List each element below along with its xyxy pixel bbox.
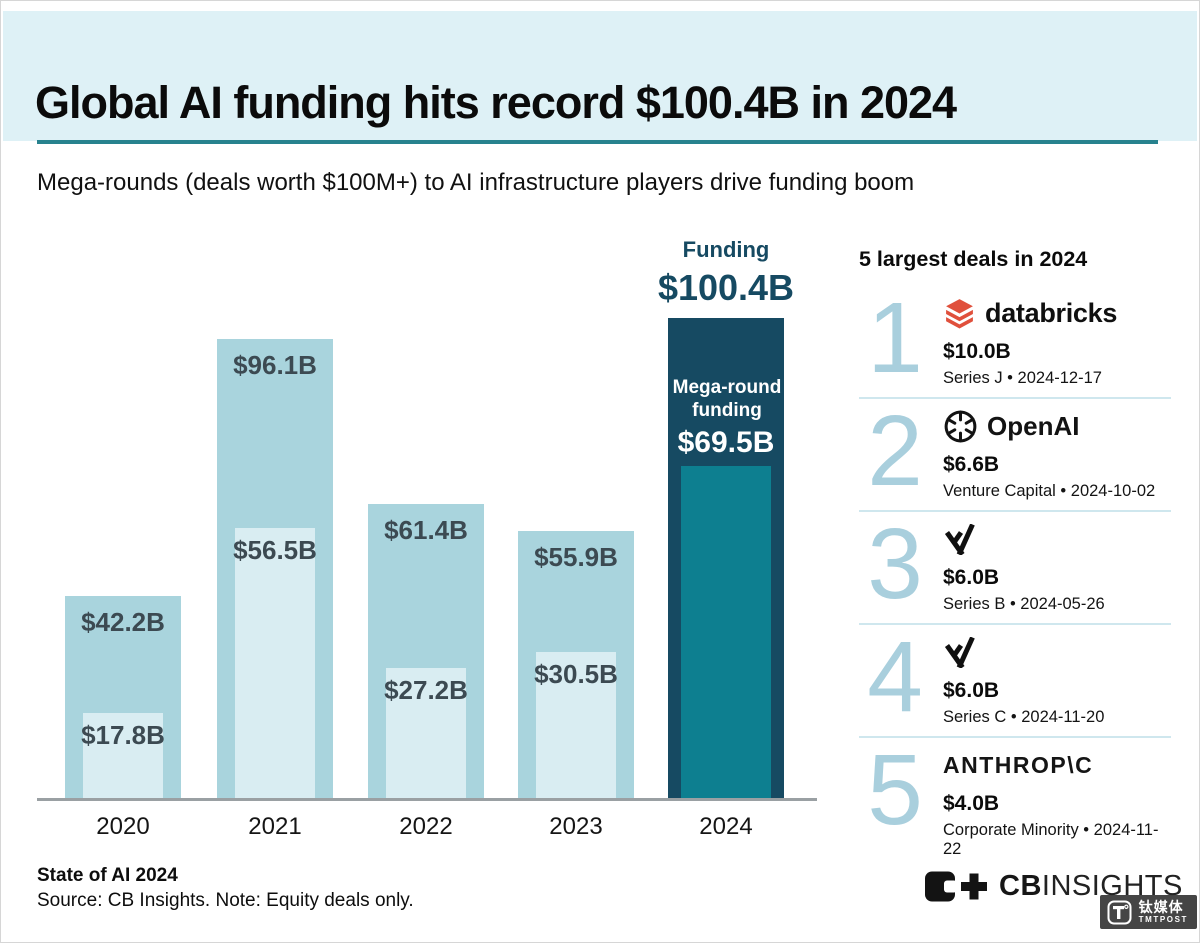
x-axis-label-2021: 2021 — [248, 813, 302, 840]
bar-mega-2022 — [386, 668, 466, 798]
watermark-en-text: TMTPOST — [1138, 915, 1188, 924]
deal-amount: $6.0B — [943, 679, 1000, 702]
company-logo — [943, 634, 1104, 670]
deal-amount: $4.0B — [943, 792, 1000, 815]
deal-amount: $10.0B — [943, 340, 1011, 363]
subtitle: Mega-rounds (deals worth $100M+) to AI i… — [37, 169, 915, 196]
brand-cb: CB — [999, 870, 1042, 902]
bar-chart: 2020 $42.2B $17.8B 2021 $96.1B $56.5B 2022 $61.… — [37, 237, 817, 840]
deal-meta: Series J • 2024-12-17 — [943, 369, 1102, 387]
bar-value-label: $55.9B — [534, 542, 618, 572]
openai-icon — [944, 410, 977, 442]
databricks-wordmark: databricks — [985, 297, 1118, 328]
anthropic-wordmark: ANTHROP\C — [943, 751, 1094, 778]
bar-mega-value-label: $30.5B — [534, 659, 618, 689]
bar-2024: Mega-round funding $69.5B — [668, 318, 784, 798]
deal-amount: $6.0B — [943, 566, 1000, 589]
funding-series-label: Funding — [682, 237, 770, 262]
title-rule — [37, 140, 1158, 144]
bar-mega-2021 — [235, 528, 315, 798]
x-axis-label-2023: 2023 — [549, 813, 603, 840]
mega-value-label: $69.5B — [677, 426, 775, 459]
deal-row-4: 4 $6.0B Series C • 2024-11-20 — [859, 625, 1171, 738]
deal-row-2: 2 OpenAI $6.6B Vent — [859, 399, 1171, 512]
bar-2020: $42.2B $17.8B — [65, 596, 181, 798]
deal-amount: $6.6B — [943, 453, 1000, 476]
cbinsights-icon — [925, 871, 987, 902]
deal-row-3: 3 $6.0B Series B • 2024-05-26 — [859, 512, 1171, 625]
x-axis-line — [37, 798, 817, 801]
company-logo: ANTHROP\C — [943, 747, 1171, 783]
bar-2021: $96.1B $56.5B — [217, 339, 333, 798]
deal-row-1: 1 databricks $10.0B Series J • 2024-12-1… — [859, 286, 1171, 399]
deal-meta: Corporate Minority • 2024-11-22 — [943, 821, 1159, 858]
bar-mega-2023 — [536, 652, 616, 798]
tmtpost-watermark: 钛媒体 TMTPOST — [1099, 895, 1197, 929]
bar-2023: $55.9B $30.5B — [518, 531, 634, 798]
report-name: State of AI 2024 — [37, 865, 178, 886]
largest-deals-panel: 5 largest deals in 2024 1 databricks $10… — [859, 247, 1171, 868]
deal-rank: 4 — [867, 621, 923, 733]
company-logo — [943, 521, 1105, 557]
tmtpost-t-icon — [1107, 900, 1132, 924]
deals-heading: 5 largest deals in 2024 — [859, 247, 1088, 271]
bar-mega-2024 — [681, 466, 771, 798]
xai-icon — [944, 523, 975, 555]
bar-mega-2020 — [83, 713, 163, 798]
deal-rank: 1 — [867, 282, 923, 394]
deal-meta: Series B • 2024-05-26 — [943, 595, 1105, 613]
x-axis-label-2024: 2024 — [699, 813, 753, 840]
watermark-cn-text: 钛媒体 — [1138, 899, 1184, 915]
source-note: Source: CB Insights. Note: Equity deals … — [37, 890, 414, 911]
bar-mega-value-label: $27.2B — [384, 675, 468, 705]
highlight-mega-callout: Mega-round funding $69.5B — [668, 377, 784, 460]
bar-value-label: $42.2B — [81, 607, 165, 637]
footer-notes: State of AI 2024 Source: CB Insights. No… — [37, 865, 414, 912]
deal-rank: 2 — [867, 395, 923, 507]
highlight-funding-callout: Funding $100.4B — [628, 237, 824, 309]
x-axis-label-2020: 2020 — [96, 813, 150, 840]
deal-meta: Venture Capital • 2024-10-02 — [943, 482, 1156, 500]
bar-value-label: $61.4B — [384, 515, 468, 545]
page-title: Global AI funding hits record $100.4B in… — [35, 77, 957, 129]
bar-mega-value-label: $17.8B — [81, 720, 165, 750]
bar-mega-value-label: $56.5B — [233, 535, 317, 565]
company-logo: databricks — [943, 295, 1117, 331]
bar-2022: $61.4B $27.2B — [368, 504, 484, 798]
xai-icon — [944, 636, 975, 668]
x-axis-label-2022: 2022 — [399, 813, 453, 840]
databricks-icon — [946, 298, 973, 328]
openai-wordmark: OpenAI — [987, 410, 1080, 441]
mega-series-label: Mega-round funding — [672, 377, 782, 421]
deal-rank: 5 — [867, 734, 923, 846]
funding-value-label: $100.4B — [657, 267, 795, 308]
bar-value-label: $96.1B — [233, 350, 317, 380]
header-band — [3, 11, 1197, 141]
deal-meta: Series C • 2024-11-20 — [943, 708, 1105, 726]
company-logo: OpenAI — [943, 408, 1155, 444]
deal-row-5: 5 ANTHROP\C $4.0B Corporate Minority • 2… — [859, 738, 1171, 868]
deal-rank: 3 — [867, 508, 923, 620]
